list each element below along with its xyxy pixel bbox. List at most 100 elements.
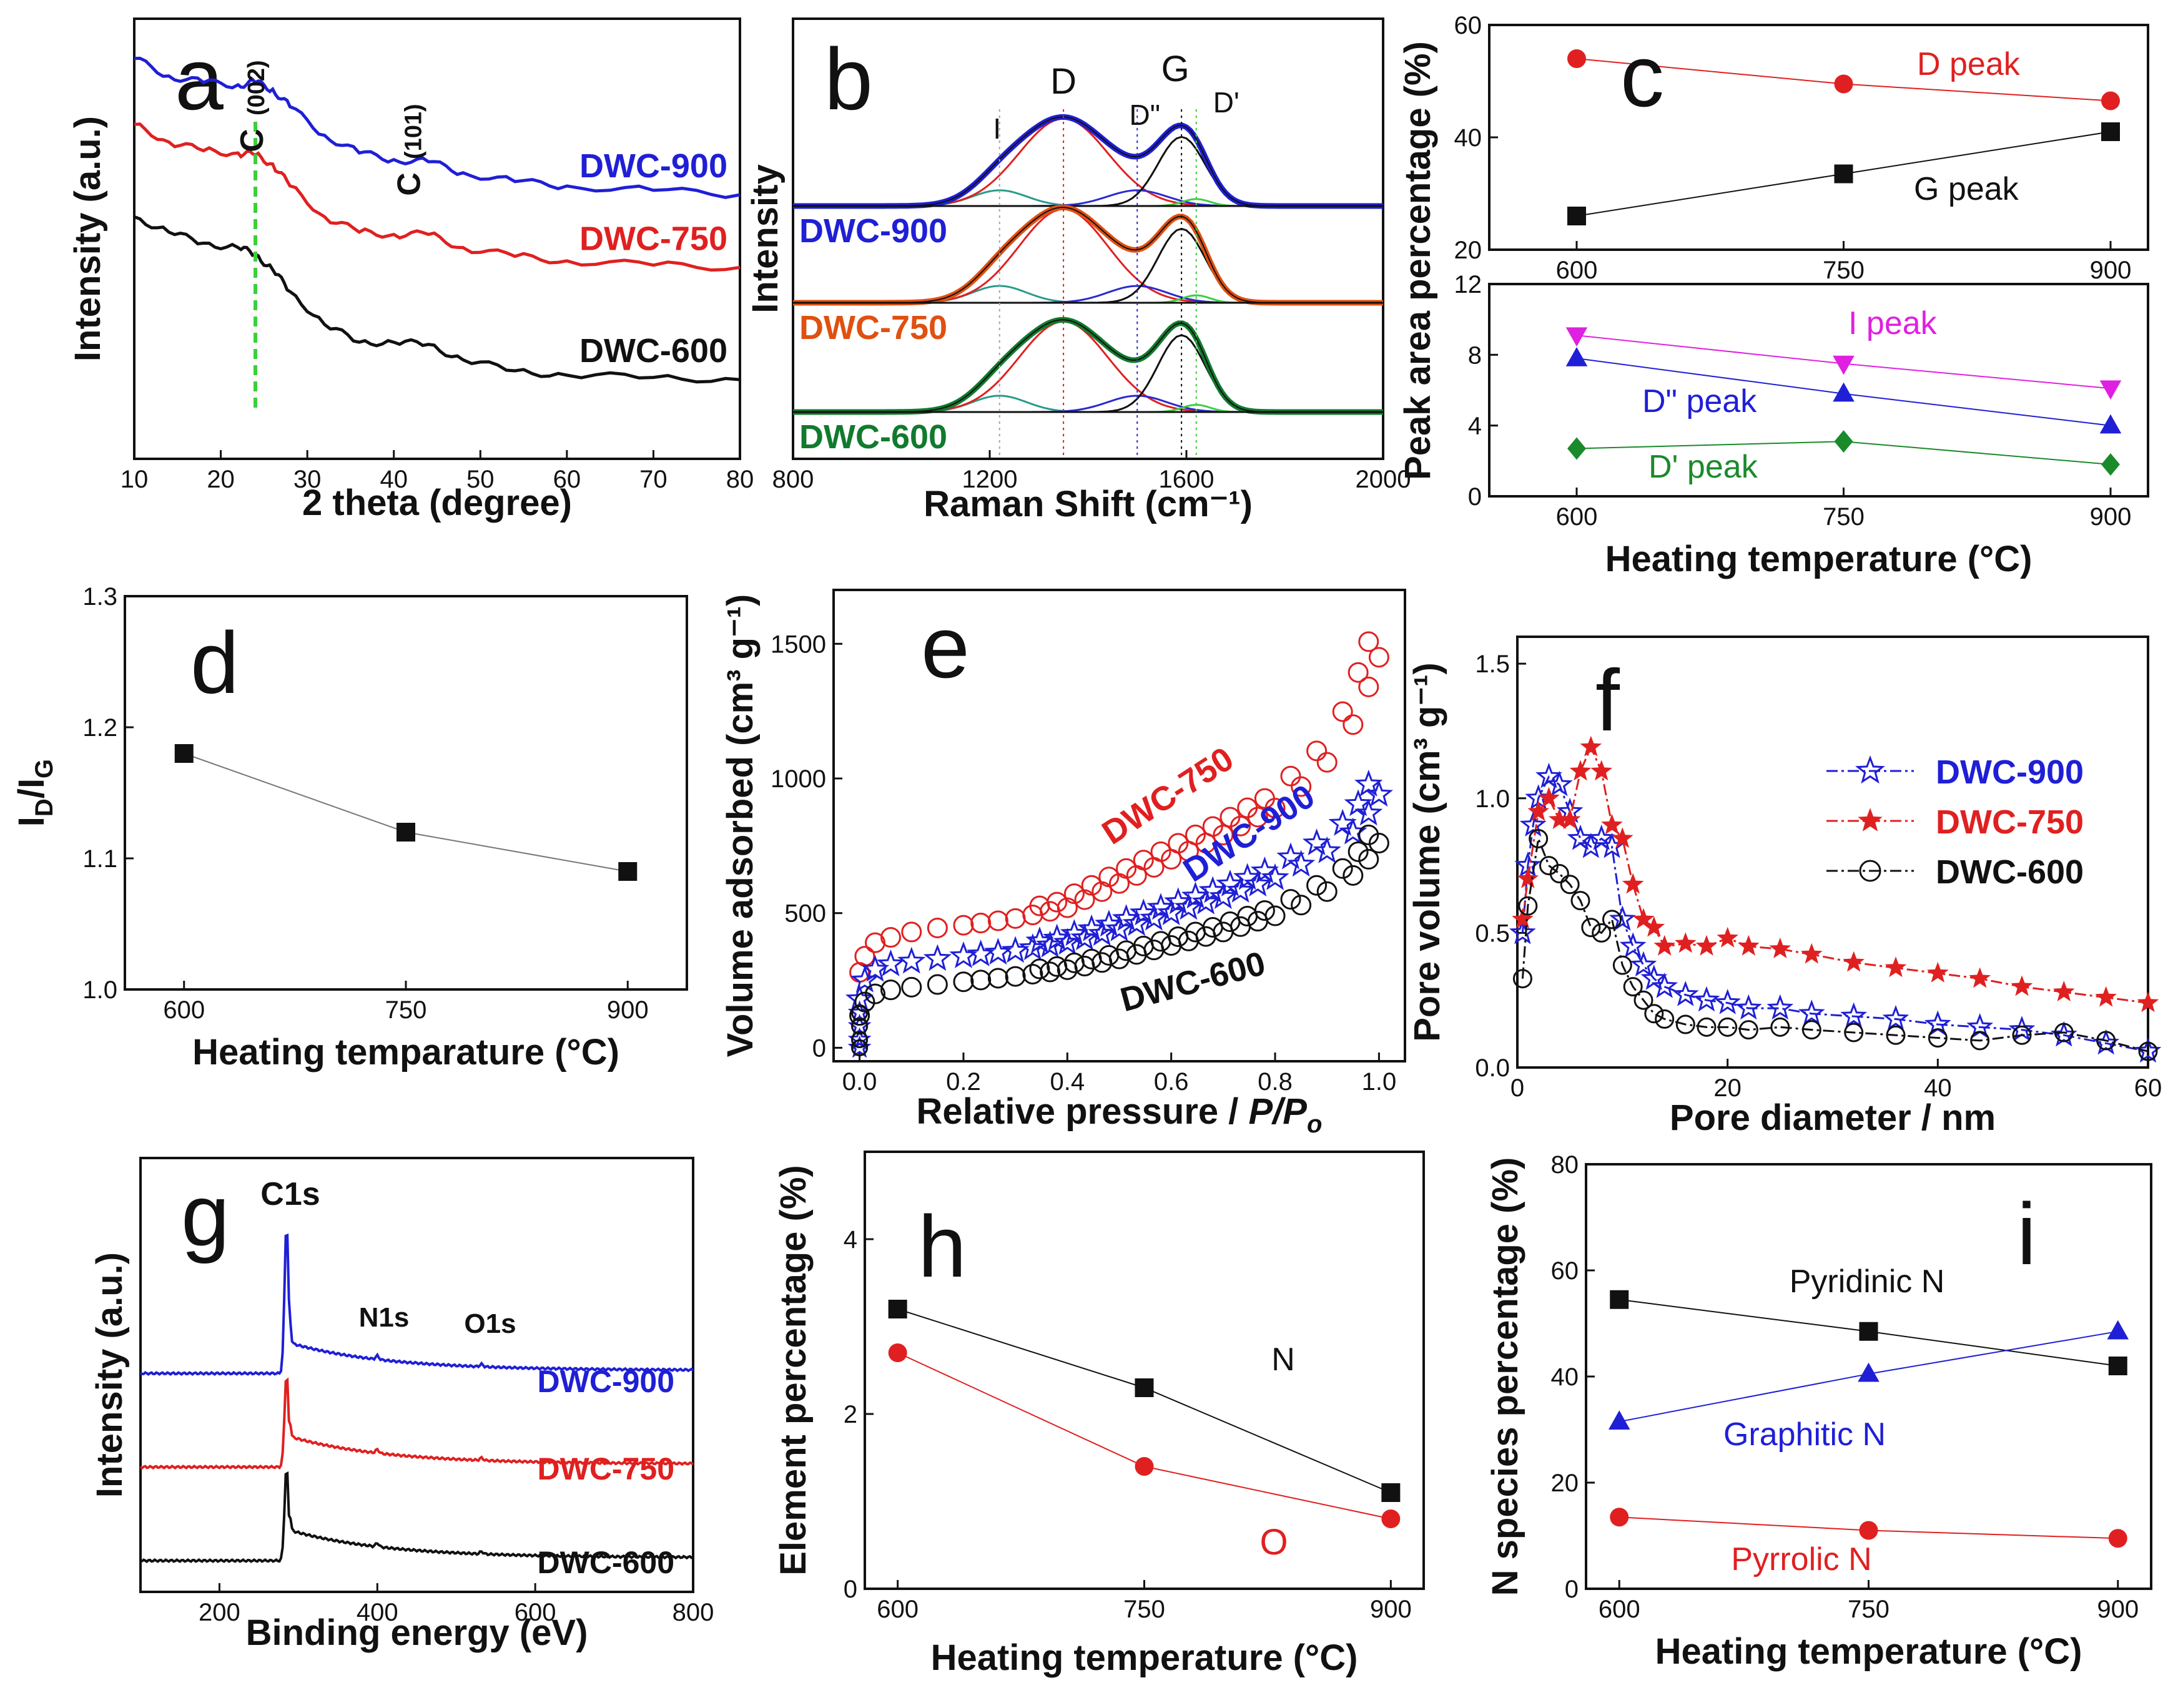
data-point [1602,910,1622,930]
y-tick-label: 500 [784,900,826,928]
data-point [983,938,1013,965]
x-tick-label: 750 [1823,257,1865,284]
data-point [1198,876,1227,903]
data-point [1590,760,1612,781]
x-tick-label: 600 [1556,503,1598,531]
panel-d: 600 750 900 1.0 1.1 1.2 1.3 Heating temparature… [11,583,688,1072]
x-tick-label: 1200 [962,466,1018,493]
data-point [1237,797,1258,818]
data-point [888,1343,907,1362]
x-axis-title: Heating temperature (°C) [1655,1631,2082,1672]
data-point [1570,891,1590,911]
data-point [1264,905,1286,926]
data-point [1885,956,1907,978]
series-label: Graphitic N [1723,1416,1886,1453]
y-axis-title: Intensity (a.u.) [67,116,108,361]
data-point [865,932,886,953]
data-point [1063,883,1085,905]
data-point [967,940,995,967]
data-point [1577,832,1605,858]
x-axis-title: 2 theta (degree) [302,483,572,523]
data-point [1343,714,1364,735]
trace-label: DWC-900 [799,212,947,250]
y-tick-label: 1.5 [1475,650,1510,678]
data-point [1833,382,1855,402]
raman-component [793,117,1383,207]
data-point [1332,701,1353,722]
data-point [1135,1378,1154,1397]
x-tick-label: 1600 [1159,466,1215,493]
data-point [1254,900,1275,921]
data-point [880,927,901,948]
legend-label: DWC-600 [1936,853,2084,891]
data-point [2011,975,2033,996]
data-point [1254,788,1275,809]
data-point [1164,887,1193,915]
subplot-frame [1488,283,2149,498]
data-point [1237,906,1258,927]
data-point [1316,881,1338,902]
data-point [1801,1020,1821,1040]
data-point [1519,811,1547,837]
data-point [970,969,992,991]
panel-letter: b [824,30,873,128]
trace-label: DWC-600 [538,1545,674,1580]
x-tick-label: 900 [607,996,649,1024]
data-point [1581,918,1601,938]
data-point [1001,936,1030,963]
data-point [1545,770,1573,797]
series-label: DWC-600 [579,332,727,370]
data-point [865,983,886,1004]
data-point [851,1031,869,1048]
series-label: D peak [1917,46,2021,82]
data-point [1693,986,1720,1012]
x-tick-label: 900 [1370,1596,1412,1623]
data-point [1135,1457,1154,1476]
x-axis-title: Heating temperature (°C) [1605,539,2032,579]
data-point [1769,938,1791,958]
data-point [1738,1020,1758,1040]
y-tick-label: 20 [1454,237,1482,264]
y-axis-text: I [11,817,52,827]
x-tick-label: 750 [1123,1596,1165,1623]
data-point [1633,990,1653,1010]
panel-letter: e [921,598,970,696]
data-point [1834,74,1853,94]
data-point [1129,898,1158,926]
legend-marker [1859,860,1881,882]
data-point [1074,889,1095,910]
legend-label: DWC-900 [1936,753,2084,791]
x-tick-label: 900 [2090,257,2132,284]
x-tick-label: 20 [207,466,235,493]
data-point [1043,923,1072,951]
band-label: D' [1213,86,1239,119]
x-tick-label: 70 [639,466,668,493]
x-tick-label: 0.0 [842,1068,877,1096]
raman-component [793,135,1383,207]
data-point [1612,827,1633,848]
data-point [1368,833,1389,854]
data-point [2138,1041,2158,1061]
x-tick-label: 20 [1713,1074,1742,1102]
data-point [1622,873,1644,894]
data-point [1610,1290,1629,1309]
x-tick-label: 750 [385,996,427,1024]
data-point [1053,928,1082,955]
data-point [2096,1031,2116,1051]
data-point [1209,882,1238,910]
data-point [1840,1002,1868,1028]
data-point [1381,1509,1401,1528]
series-line [184,753,628,872]
data-point [1306,740,1328,762]
data-point [1081,875,1102,896]
panel-letter: c [1620,27,1664,125]
y-tick-label: 20 [1551,1470,1579,1497]
data-point [1291,895,1312,916]
data-point [854,991,875,1013]
y-tick-label: 4 [844,1226,857,1254]
x-tick-label: 2000 [1356,466,1411,493]
panel-letter: i [2017,1185,2036,1283]
x-tick-label: 10 [121,466,149,493]
data-point [1276,842,1305,870]
